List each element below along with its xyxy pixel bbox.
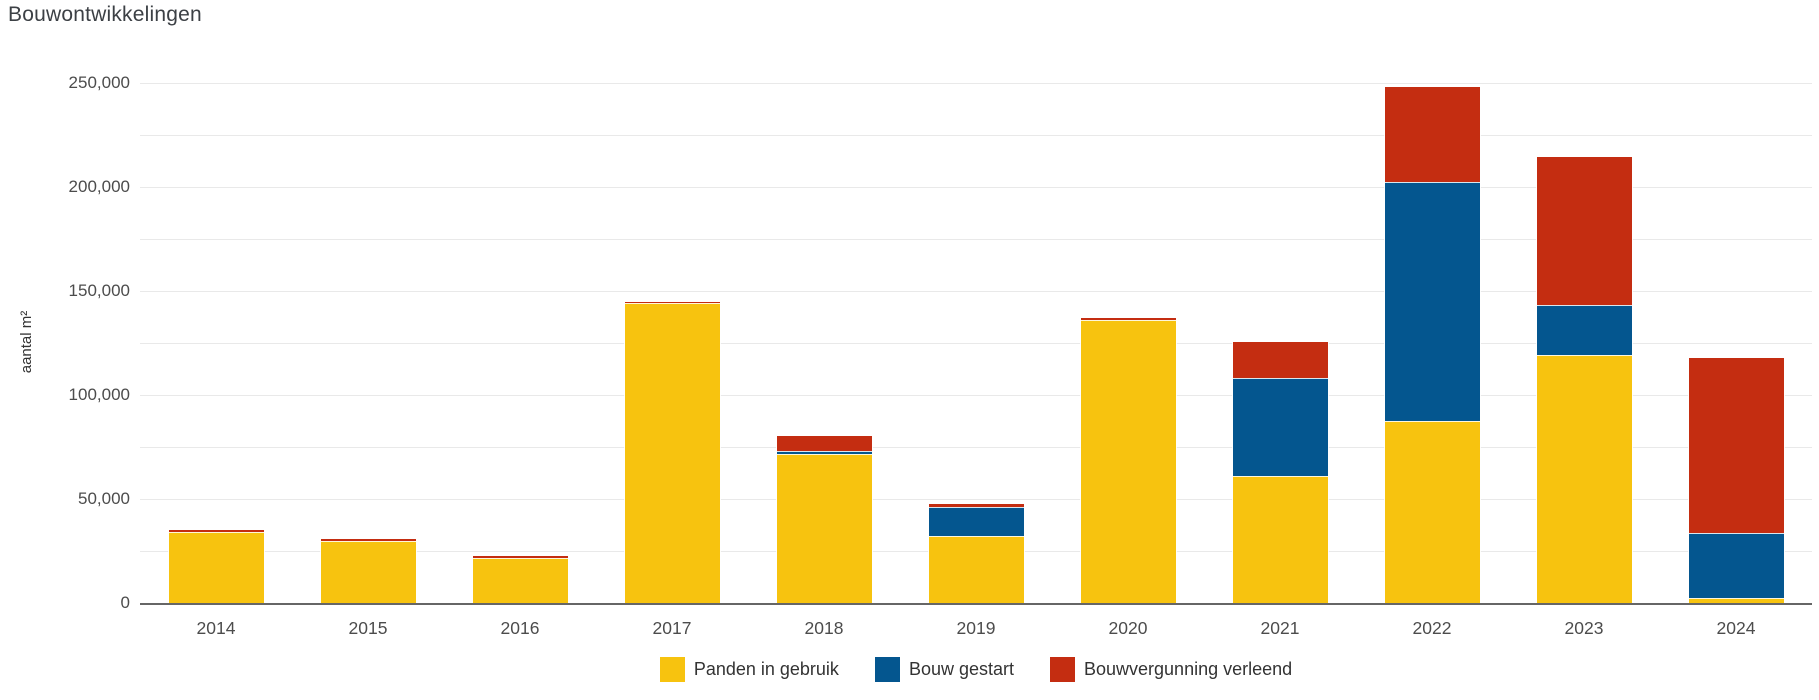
bar-segment-panden-in-gebruik-2016[interactable] — [472, 558, 568, 603]
gridline — [140, 395, 1812, 396]
bar-segment-panden-in-gebruik-2021[interactable] — [1232, 476, 1328, 603]
x-tick-label-2015: 2015 — [348, 618, 388, 638]
y-tick-label: 150,000 — [68, 281, 130, 300]
gridline — [140, 291, 1812, 292]
x-tick-label-2016: 2016 — [500, 618, 540, 638]
bar-segment-bouwvergunning-verleend-2016[interactable] — [472, 556, 568, 559]
gridline — [140, 499, 1812, 500]
x-tick-label-2019: 2019 — [956, 618, 996, 638]
bar-segment-bouwvergunning-verleend-2014[interactable] — [168, 530, 264, 533]
bar-segment-panden-in-gebruik-2022[interactable] — [1384, 421, 1480, 603]
legend-label: Panden in gebruik — [693, 659, 839, 679]
bar-segment-panden-in-gebruik-2015[interactable] — [320, 540, 416, 603]
bar-segment-bouwvergunning-verleend-2017[interactable] — [624, 302, 720, 304]
y-tick-label: 250,000 — [68, 73, 130, 92]
bar-segment-bouw-gestart-2018[interactable] — [776, 451, 872, 455]
x-tick-label-2021: 2021 — [1260, 618, 1300, 638]
bar-segment-panden-in-gebruik-2017[interactable] — [624, 303, 720, 603]
legend-item-bouw-gestart: Bouw gestart — [874, 657, 1014, 682]
bar-segment-bouw-gestart-2024[interactable] — [1688, 533, 1784, 598]
y-tick-label: 100,000 — [68, 385, 130, 404]
bar-segment-bouwvergunning-verleend-2015[interactable] — [320, 538, 416, 541]
chart-title: Bouwontwikkelingen — [8, 3, 202, 26]
x-tick-label-2017: 2017 — [652, 618, 692, 638]
x-tick-label-2022: 2022 — [1412, 618, 1452, 638]
legend-label: Bouwvergunning verleend — [1084, 659, 1293, 679]
x-tick-label-2020: 2020 — [1108, 618, 1148, 638]
bar-segment-bouwvergunning-verleend-2018[interactable] — [776, 435, 872, 452]
y-tick-label: 50,000 — [78, 489, 130, 508]
x-tick-label-2018: 2018 — [804, 618, 844, 638]
bar-segment-bouw-gestart-2019[interactable] — [928, 507, 1024, 537]
bar-segment-bouwvergunning-verleend-2023[interactable] — [1536, 156, 1632, 305]
gridline — [140, 187, 1812, 188]
legend-label: Bouw gestart — [908, 659, 1014, 679]
bar-segment-bouwvergunning-verleend-2024[interactable] — [1688, 357, 1784, 534]
bar-segment-panden-in-gebruik-2018[interactable] — [776, 454, 872, 603]
gridline — [140, 447, 1812, 448]
bar-segment-panden-in-gebruik-2023[interactable] — [1536, 355, 1632, 603]
bar-segment-bouw-gestart-2023[interactable] — [1536, 304, 1632, 356]
gridline — [140, 239, 1812, 240]
legend-swatch-icon — [874, 657, 900, 682]
bar-segment-bouw-gestart-2021[interactable] — [1232, 378, 1328, 477]
x-tick-label-2023: 2023 — [1564, 618, 1604, 638]
gridline — [140, 343, 1812, 344]
legend-swatch-icon — [659, 657, 685, 682]
y-tick-label: 0 — [120, 593, 130, 612]
gridline — [140, 83, 1812, 84]
legend-swatch-icon — [1050, 657, 1075, 682]
bar-segment-bouwvergunning-verleend-2021[interactable] — [1232, 341, 1328, 379]
y-tick-label: 200,000 — [68, 177, 130, 196]
bar-segment-bouw-gestart-2022[interactable] — [1384, 181, 1480, 421]
x-axis-line — [140, 603, 1812, 605]
bar-segment-bouwvergunning-verleend-2022[interactable] — [1384, 87, 1480, 182]
bar-segment-panden-in-gebruik-2014[interactable] — [168, 532, 264, 603]
x-tick-label-2014: 2014 — [196, 618, 236, 638]
legend-item-bouwvergunning-verleend: Bouwvergunning verleend — [1050, 657, 1292, 682]
bar-segment-bouwvergunning-verleend-2019[interactable] — [928, 504, 1024, 508]
bar-segment-panden-in-gebruik-2024[interactable] — [1688, 597, 1784, 603]
bar-segment-panden-in-gebruik-2020[interactable] — [1080, 320, 1176, 603]
x-tick-label-2024: 2024 — [1716, 618, 1756, 638]
legend: Panden in gebruik Bouw gestart Bouwvergunn… — [140, 657, 1812, 682]
legend-item-panden-in-gebruik: Panden in gebruik — [659, 657, 839, 682]
bar-segment-panden-in-gebruik-2019[interactable] — [928, 536, 1024, 603]
gridline — [140, 135, 1812, 136]
bar-segment-bouwvergunning-verleend-2020[interactable] — [1080, 318, 1176, 321]
